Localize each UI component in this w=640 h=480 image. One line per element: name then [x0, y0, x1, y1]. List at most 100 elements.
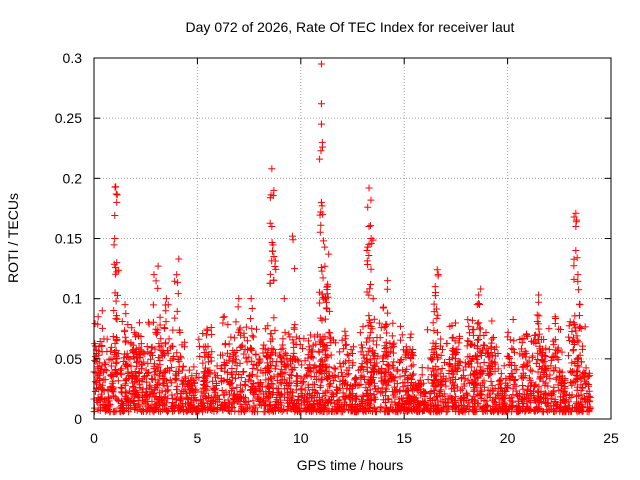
data-point: [250, 361, 258, 369]
data-point: [469, 326, 477, 334]
data-point: [367, 377, 375, 385]
data-point: [482, 397, 490, 405]
data-point: [253, 372, 261, 380]
data-point: [570, 255, 578, 263]
data-point: [279, 341, 287, 349]
data-point: [577, 325, 585, 333]
data-point: [278, 408, 286, 416]
data-point: [465, 322, 473, 330]
data-point: [237, 373, 245, 381]
data-point: [550, 341, 558, 349]
data-point: [390, 343, 398, 351]
data-point: [382, 322, 390, 330]
data-point: [203, 372, 211, 380]
data-point: [586, 404, 594, 412]
data-point: [327, 351, 335, 359]
data-point: [112, 190, 120, 198]
data-point: [316, 299, 324, 307]
data-point: [317, 263, 325, 271]
data-point: [289, 236, 297, 244]
data-point: [156, 356, 164, 364]
data-point: [195, 342, 203, 350]
data-point: [291, 265, 299, 273]
data-point: [170, 353, 178, 361]
data-point: [323, 305, 331, 313]
data-point: [177, 396, 185, 404]
data-point: [452, 319, 460, 327]
data-point: [129, 347, 137, 355]
data-point: [288, 365, 296, 373]
data-point: [475, 336, 483, 344]
data-point: [204, 406, 212, 414]
data-point: [221, 402, 229, 410]
data-point: [113, 315, 121, 323]
data-point: [155, 343, 163, 351]
data-point: [361, 407, 369, 415]
data-point: [109, 377, 117, 385]
data-point: [490, 398, 498, 406]
data-point: [240, 393, 248, 401]
data-point: [207, 404, 215, 412]
data-point: [130, 399, 138, 407]
data-point: [541, 381, 549, 389]
data-point: [121, 392, 129, 400]
data-point: [493, 390, 501, 398]
data-point: [266, 355, 274, 363]
data-point: [381, 376, 389, 384]
data-point: [245, 353, 253, 361]
data-point: [228, 369, 236, 377]
data-point: [318, 370, 326, 378]
data-point: [383, 285, 391, 293]
data-point: [488, 357, 496, 365]
data-point: [153, 399, 161, 407]
data-point: [145, 318, 153, 326]
data-point: [187, 402, 195, 410]
data-point: [507, 370, 515, 378]
data-point: [293, 408, 301, 416]
data-point: [452, 355, 460, 363]
data-point: [384, 309, 392, 317]
data-point: [576, 301, 584, 309]
data-point: [318, 202, 326, 210]
data-point: [383, 344, 391, 352]
data-point: [432, 383, 440, 391]
data-point: [403, 347, 411, 355]
data-point: [213, 362, 221, 370]
data-point: [263, 392, 271, 400]
data-point: [136, 406, 144, 414]
data-point: [575, 312, 583, 320]
data-point: [273, 393, 281, 401]
data-point: [434, 311, 442, 319]
data-point: [363, 257, 371, 265]
data-point: [341, 327, 349, 335]
data-point: [482, 328, 490, 336]
data-point: [173, 390, 181, 398]
data-point: [122, 337, 130, 345]
data-point: [526, 376, 534, 384]
data-point: [336, 348, 344, 356]
data-point: [363, 247, 371, 255]
data-point: [469, 378, 477, 386]
data-point: [125, 408, 133, 416]
data-point: [381, 352, 389, 360]
data-point: [248, 304, 256, 312]
data-point: [437, 335, 445, 343]
data-point: [467, 363, 475, 371]
data-point: [411, 406, 419, 414]
data-point: [345, 370, 353, 378]
data-point: [281, 362, 289, 370]
data-point: [355, 381, 363, 389]
data-point: [341, 394, 349, 402]
data-point: [203, 378, 211, 386]
data-point: [577, 358, 585, 366]
data-point: [364, 243, 372, 251]
data-point: [527, 391, 535, 399]
data-point: [510, 337, 518, 345]
data-point: [365, 312, 373, 320]
data-point: [295, 335, 303, 343]
data-point: [320, 407, 328, 415]
data-point: [141, 373, 149, 381]
data-point: [145, 320, 153, 328]
data-point: [136, 384, 144, 392]
data-point: [275, 389, 283, 397]
